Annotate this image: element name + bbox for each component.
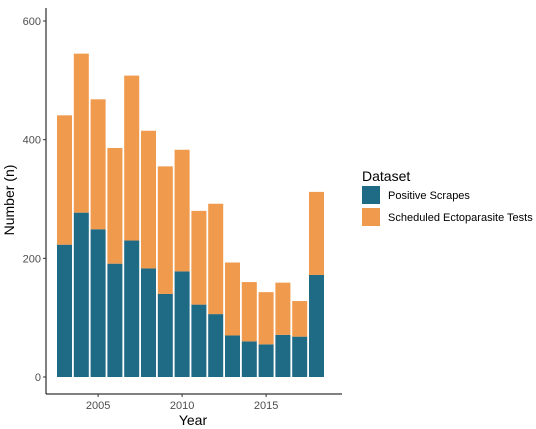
y-tick-label-400: 400 <box>23 135 41 147</box>
bar-positive-scrapes-2016 <box>275 334 291 377</box>
legend-title: Dataset <box>362 168 410 184</box>
bar-scheduled-ectoparasite-tests-2006 <box>107 147 123 264</box>
bar-positive-scrapes-2006 <box>107 263 123 377</box>
x-tick-label-2015: 2015 <box>254 400 278 412</box>
bar-scheduled-ectoparasite-tests-2005 <box>90 99 106 230</box>
bar-positive-scrapes-2009 <box>157 293 173 377</box>
x-axis-title: Year <box>179 412 208 428</box>
bar-scheduled-ectoparasite-tests-2009 <box>157 166 173 294</box>
bar-positive-scrapes-2017 <box>292 336 308 377</box>
bar-scheduled-ectoparasite-tests-2008 <box>141 130 156 269</box>
y-axis-title: Number (n) <box>1 165 17 236</box>
bar-scheduled-ectoparasite-tests-2010 <box>174 149 190 272</box>
bar-positive-scrapes-2011 <box>191 304 207 377</box>
bar-positive-scrapes-2007 <box>124 240 140 377</box>
bar-scheduled-ectoparasite-tests-2011 <box>191 210 207 305</box>
legend-key-scheduled-ectoparasite-tests <box>362 208 380 226</box>
bar-positive-scrapes-2013 <box>225 335 240 377</box>
bar-scheduled-ectoparasite-tests-2013 <box>225 262 240 336</box>
legend-label-scheduled-ectoparasite-tests: Scheduled Ectoparasite Tests <box>388 212 533 224</box>
bar-scheduled-ectoparasite-tests-2004 <box>73 53 89 213</box>
bars-group <box>57 53 324 377</box>
bar-positive-scrapes-2003 <box>57 244 72 377</box>
axes-group: 0 200 400 600 2005 2010 2015 <box>23 8 342 412</box>
bar-positive-scrapes-2005 <box>90 229 106 377</box>
bar-positive-scrapes-2018 <box>309 274 324 377</box>
bar-positive-scrapes-2015 <box>258 344 274 377</box>
bar-scheduled-ectoparasite-tests-2015 <box>258 292 274 345</box>
y-tick-label-0: 0 <box>35 372 41 384</box>
legend-label-positive-scrapes: Positive Scrapes <box>388 190 470 202</box>
bar-scheduled-ectoparasite-tests-2012 <box>208 203 224 315</box>
bar-positive-scrapes-2012 <box>208 314 224 377</box>
bar-scheduled-ectoparasite-tests-2016 <box>275 282 291 335</box>
bar-scheduled-ectoparasite-tests-2003 <box>57 115 72 245</box>
x-tick-label-2005: 2005 <box>86 400 110 412</box>
bar-positive-scrapes-2008 <box>141 268 156 377</box>
bar-positive-scrapes-2004 <box>73 212 89 377</box>
bar-scheduled-ectoparasite-tests-2007 <box>124 75 140 241</box>
bar-scheduled-ectoparasite-tests-2014 <box>241 282 257 342</box>
bar-positive-scrapes-2010 <box>174 271 190 377</box>
bar-positive-scrapes-2014 <box>241 341 257 377</box>
y-tick-label-200: 200 <box>23 253 41 265</box>
legend: Dataset Positive Scrapes Scheduled Ectopa… <box>362 168 533 226</box>
x-tick-label-2010: 2010 <box>170 400 194 412</box>
bar-scheduled-ectoparasite-tests-2018 <box>309 191 324 275</box>
legend-key-positive-scrapes <box>362 186 380 204</box>
y-tick-label-600: 600 <box>23 16 41 28</box>
bar-scheduled-ectoparasite-tests-2017 <box>292 301 308 337</box>
